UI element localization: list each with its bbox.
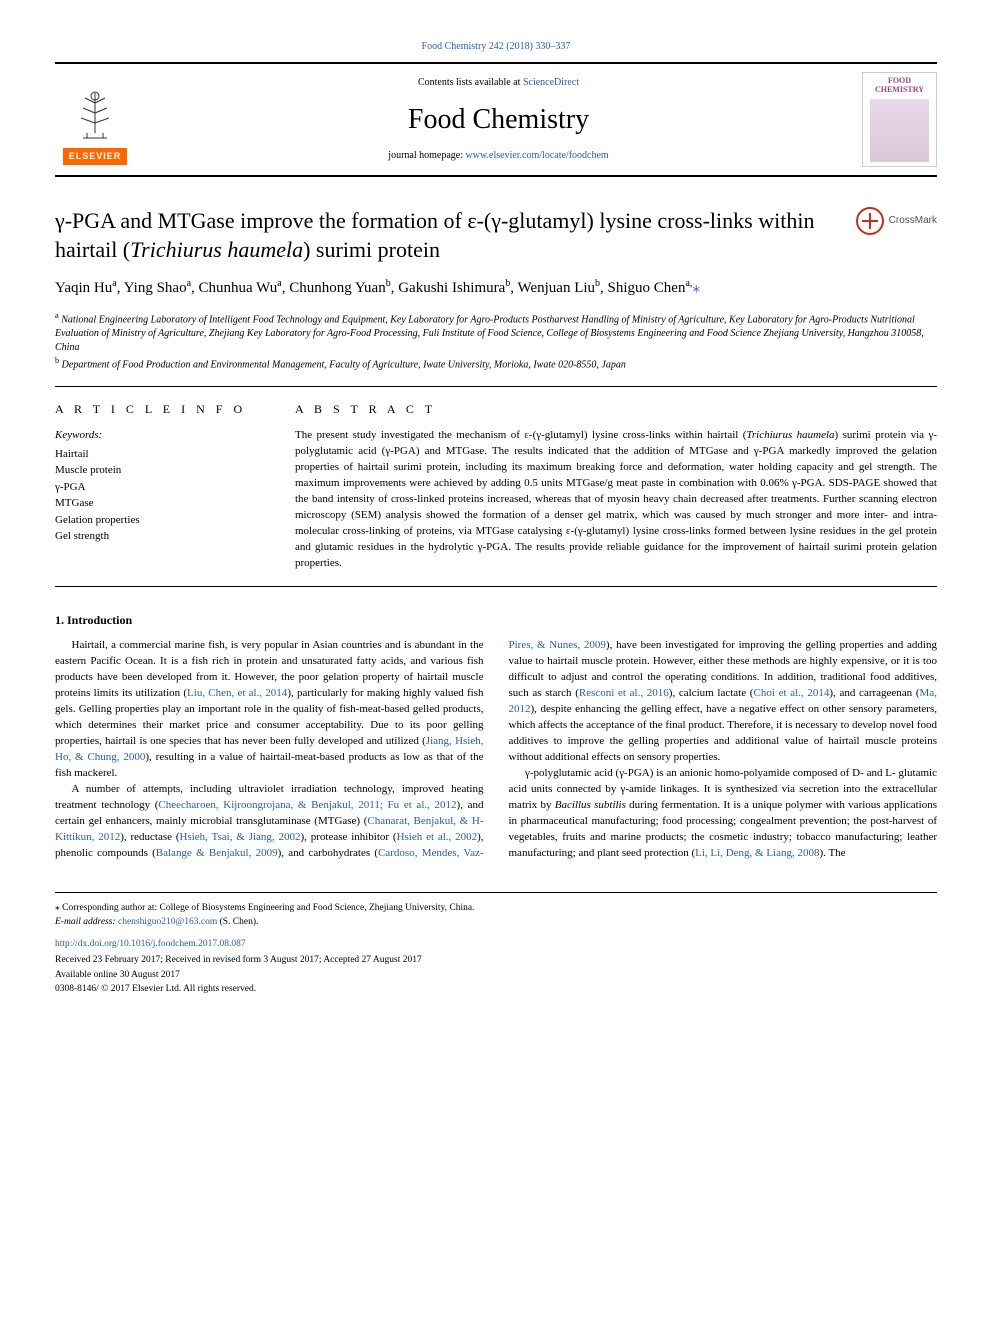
- crossmark-icon: [856, 207, 884, 235]
- body-heading: 1. Introduction: [55, 612, 937, 629]
- article-info-header: A R T I C L E I N F O: [55, 401, 265, 418]
- homepage-line: journal homepage: www.elsevier.com/locat…: [150, 149, 847, 163]
- email-suffix: (S. Chen).: [220, 917, 259, 927]
- keyword-item: γ-PGA: [55, 479, 265, 496]
- received-line: Received 23 February 2017; Received in r…: [55, 953, 937, 967]
- keyword-item: Gel strength: [55, 528, 265, 545]
- masthead: ELSEVIER Contents lists available at Sci…: [55, 62, 937, 177]
- body-columns: Hairtail, a commercial marine fish, is v…: [55, 638, 937, 861]
- doi-link[interactable]: http://dx.doi.org/10.1016/j.foodchem.201…: [55, 939, 246, 949]
- banner-link[interactable]: Food Chemistry 242 (2018) 330–337: [422, 41, 571, 52]
- crossmark-label: CrossMark: [889, 214, 937, 228]
- elsevier-logo: ELSEVIER: [55, 75, 135, 165]
- body-section: 1. Introduction Hairtail, a commercial m…: [55, 612, 937, 862]
- homepage-link[interactable]: www.elsevier.com/locate/foodchem: [466, 150, 609, 161]
- keyword-item: Gelation properties: [55, 512, 265, 529]
- abstract: A B S T R A C T The present study invest…: [295, 401, 937, 571]
- keywords-list: HairtailMuscle proteinγ-PGAMTGaseGelatio…: [55, 446, 265, 545]
- cover-thumb-title: FOOD CHEMISTRY: [867, 77, 932, 95]
- title-row: γ-PGA and MTGase improve the formation o…: [55, 207, 937, 264]
- homepage-prefix: journal homepage:: [388, 150, 465, 161]
- keyword-item: Muscle protein: [55, 462, 265, 479]
- journal-cover-thumbnail: FOOD CHEMISTRY: [862, 72, 937, 167]
- keywords-label: Keywords:: [55, 428, 265, 443]
- email-label: E-mail address:: [55, 917, 116, 927]
- crossmark-badge[interactable]: CrossMark: [856, 207, 937, 235]
- masthead-center: Contents lists available at ScienceDirec…: [150, 76, 847, 163]
- affiliation-item: a National Engineering Laboratory of Int…: [55, 310, 937, 355]
- body-paragraph: γ-polyglutamic acid (γ-PGA) is an anioni…: [509, 766, 938, 862]
- corresponding-text: ⁎ Corresponding author at: College of Bi…: [55, 903, 474, 913]
- affiliation-item: b Department of Food Production and Envi…: [55, 355, 937, 372]
- cover-thumb-image: [870, 99, 929, 162]
- rule-2: [55, 586, 937, 587]
- article-title: γ-PGA and MTGase improve the formation o…: [55, 207, 836, 264]
- body-paragraph: Hairtail, a commercial marine fish, is v…: [55, 638, 484, 781]
- rule-1: [55, 386, 937, 387]
- copyright-line: 0308-8146/ © 2017 Elsevier Ltd. All righ…: [55, 982, 937, 996]
- header-banner: Food Chemistry 242 (2018) 330–337: [55, 40, 937, 54]
- authors: Yaqin Hua, Ying Shaoa, Chunhua Wua, Chun…: [55, 276, 937, 300]
- contents-line: Contents lists available at ScienceDirec…: [150, 76, 847, 90]
- journal-title: Food Chemistry: [150, 100, 847, 139]
- elsevier-label: ELSEVIER: [63, 148, 128, 165]
- keyword-item: MTGase: [55, 495, 265, 512]
- abstract-header: A B S T R A C T: [295, 401, 937, 418]
- contents-prefix: Contents lists available at: [418, 77, 523, 88]
- available-line: Available online 30 August 2017: [55, 968, 937, 982]
- footer-corresponding: ⁎ Corresponding author at: College of Bi…: [55, 901, 937, 930]
- article-info: A R T I C L E I N F O Keywords: Hairtail…: [55, 401, 265, 571]
- affiliations: a National Engineering Laboratory of Int…: [55, 310, 937, 373]
- corresponding-email[interactable]: chenshiguo210@163.com: [118, 917, 217, 927]
- sciencedirect-link[interactable]: ScienceDirect: [523, 77, 579, 88]
- keyword-item: Hairtail: [55, 446, 265, 463]
- info-abstract-row: A R T I C L E I N F O Keywords: Hairtail…: [55, 401, 937, 571]
- footer-block: ⁎ Corresponding author at: College of Bi…: [55, 892, 937, 997]
- abstract-text: The present study investigated the mecha…: [295, 428, 937, 571]
- elsevier-tree-icon: [65, 88, 125, 148]
